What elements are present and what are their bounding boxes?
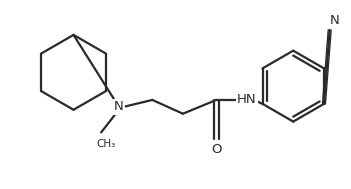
Text: CH₃: CH₃ [96, 139, 115, 149]
Text: N: N [330, 14, 339, 27]
Text: HN: HN [237, 93, 257, 106]
Text: O: O [211, 143, 221, 156]
Text: N: N [114, 100, 124, 113]
